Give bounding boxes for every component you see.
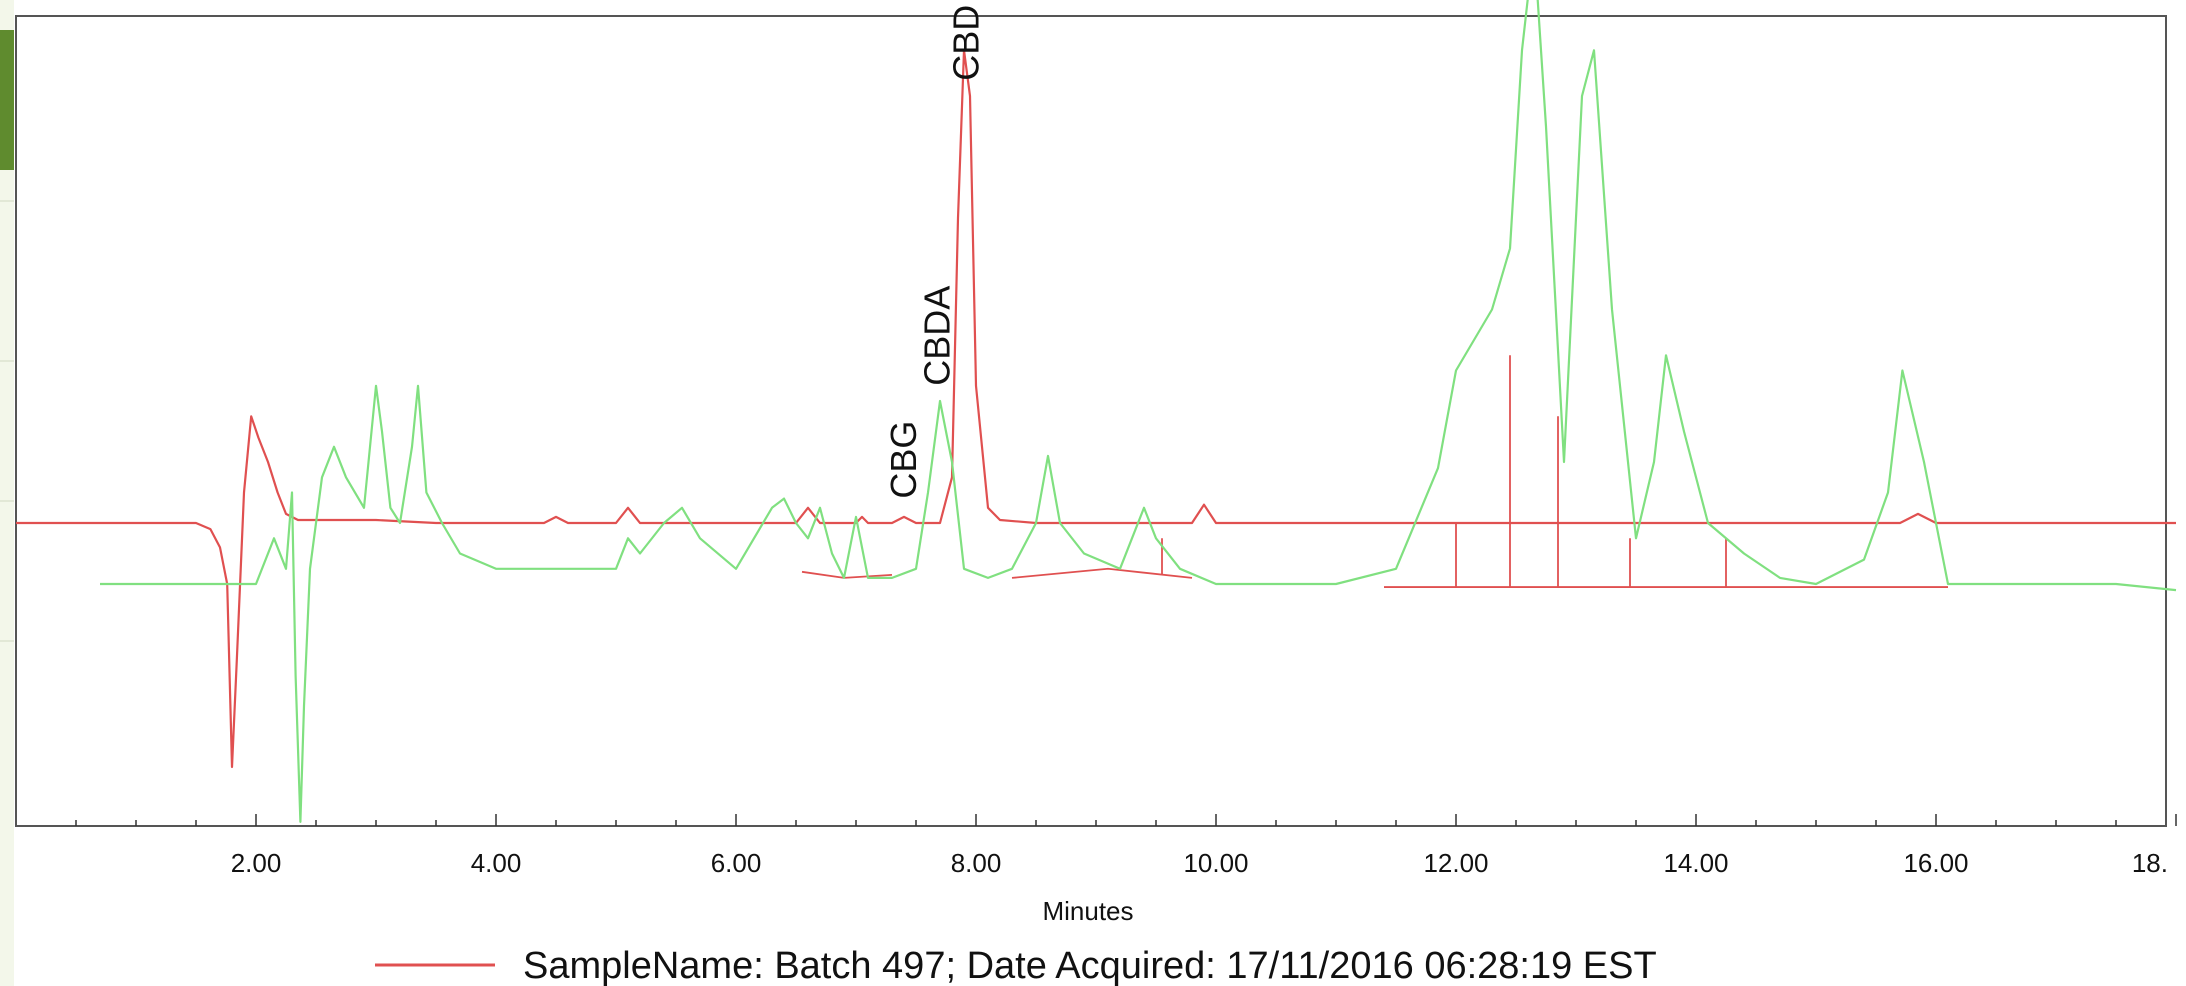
peak-label: CBD [945, 5, 986, 81]
edge-divider [0, 640, 14, 642]
edge-divider [0, 200, 14, 202]
legend: SampleName: Batch 497; Date Acquired: 17… [375, 945, 1657, 986]
series-line-1 [16, 49, 2176, 769]
series-layer [16, 0, 2177, 824]
x-tick-label: 2.00 [231, 848, 282, 878]
x-tick-label: 12.00 [1423, 848, 1488, 878]
x-tick-label: 14.00 [1663, 848, 1728, 878]
series-line-2 [100, 0, 2177, 824]
x-axis-ticks: 2.00 4.00 6.00 8.00 10.00 12.00 14.00 16.00 18. [75, 814, 2177, 878]
baseline-segment [1011, 567, 1193, 579]
x-tick-label: 10.00 [1183, 848, 1248, 878]
edge-divider [0, 360, 14, 362]
peak-label: CBG [883, 421, 924, 499]
baseline-segments [801, 355, 1948, 588]
edge-divider [0, 500, 14, 502]
plot-frame [15, 15, 2167, 827]
peak-labels: CBG CBDA CBD [883, 5, 986, 499]
x-tick-label: 18. [2132, 848, 2168, 878]
x-tick-label: 16.00 [1903, 848, 1968, 878]
legend-text: SampleName: Batch 497; Date Acquired: 17… [523, 945, 1657, 986]
left-edge-strip [0, 0, 14, 986]
x-tick-label: 6.00 [711, 848, 762, 878]
peak-label: CBDA [917, 286, 958, 386]
x-axis-label: Minutes [1042, 896, 1133, 926]
x-tick-label: 4.00 [471, 848, 522, 878]
green-edge-block [0, 30, 14, 170]
x-tick-label: 8.00 [951, 848, 1002, 878]
